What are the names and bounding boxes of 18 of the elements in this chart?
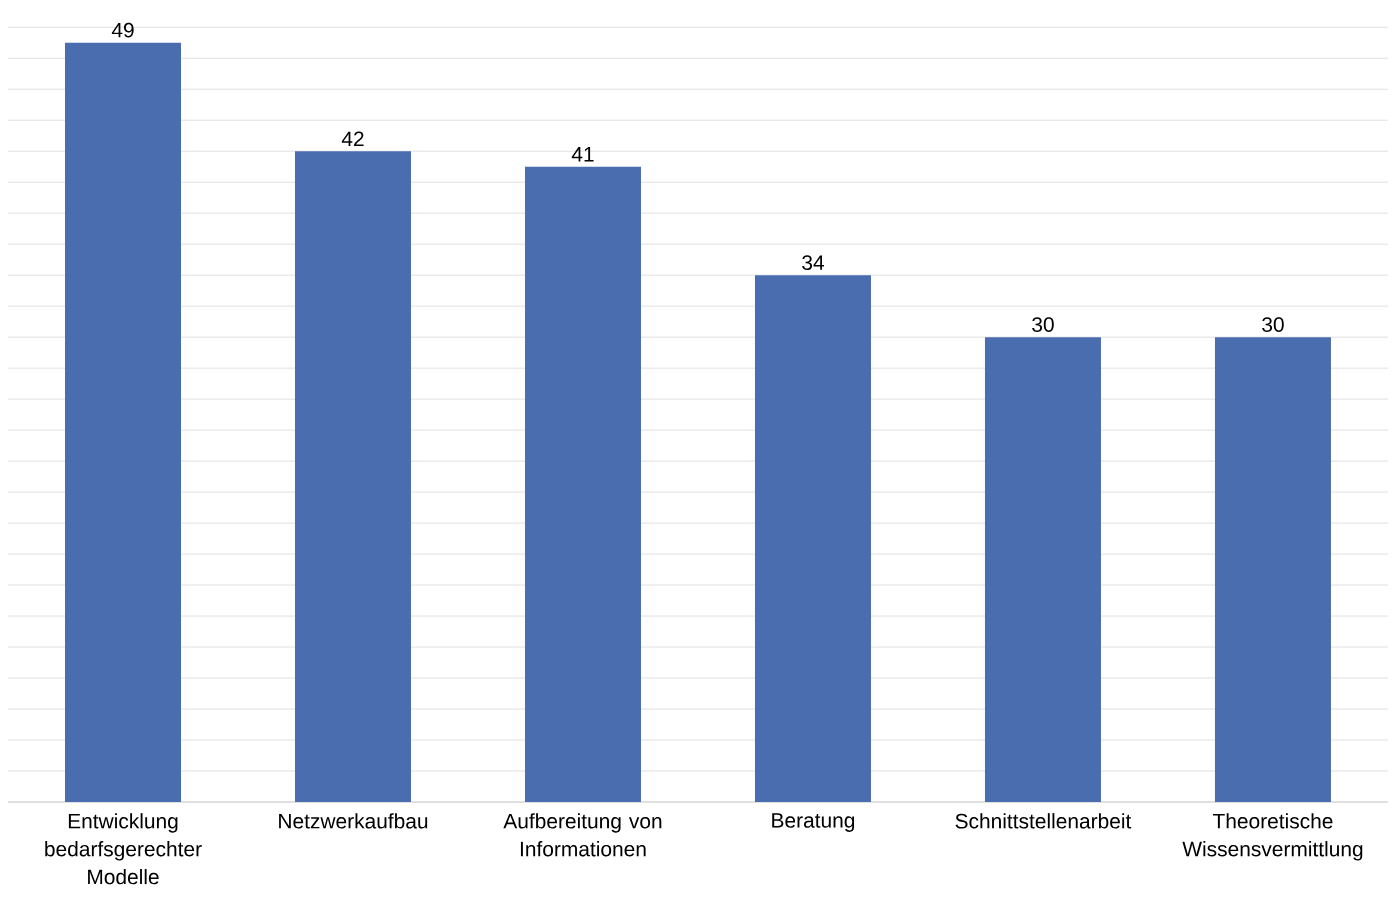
data-label: 41: [571, 147, 594, 162]
x-tick-label: Entwicklung bedarfsgerechter Modelle: [45, 813, 202, 885]
x-tick-label: Beratung: [772, 813, 855, 832]
data-label: 34: [802, 255, 824, 270]
data-label: 49: [111, 22, 134, 38]
bar: [754, 275, 871, 802]
bar: [65, 42, 181, 802]
bar: [294, 151, 411, 802]
x-tick-label: Schnittstellenarbeit: [955, 813, 1132, 829]
bar: [1214, 337, 1331, 802]
bar: [524, 166, 641, 802]
x-tick-label: Theoretische Wissensvermittlung: [1182, 813, 1363, 861]
data-label: 30: [1032, 317, 1054, 332]
x-tick-label: Aufbereitung von Informationen: [503, 813, 662, 857]
bar: [984, 337, 1101, 802]
data-label: 42: [341, 131, 364, 147]
data-label: 30: [1262, 317, 1284, 332]
x-tick-label: Netzwerkaufbau: [279, 813, 428, 829]
